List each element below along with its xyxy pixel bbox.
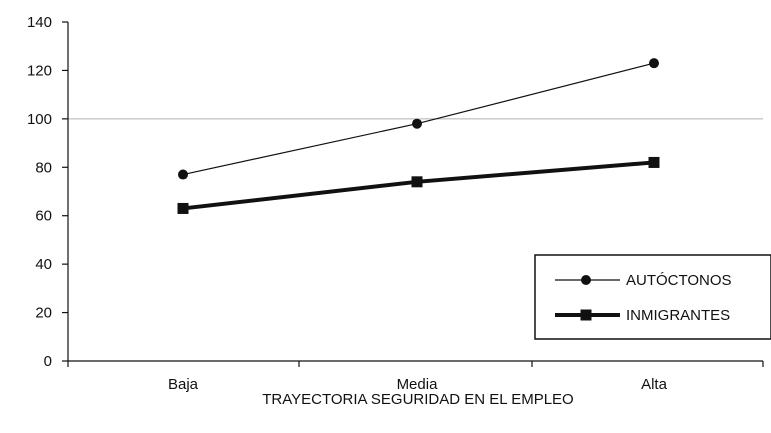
y-tick-label: 140 bbox=[27, 14, 52, 31]
legend-box bbox=[534, 254, 771, 340]
x-tick-label: Media bbox=[397, 376, 439, 393]
axes: 0 20 40 60 80 100 120 140 Baja Media Alta bbox=[27, 14, 764, 393]
legend: AUTÓCTONOS INMIGRANTES bbox=[534, 254, 771, 340]
y-tick-label: 0 bbox=[44, 353, 52, 370]
data-point-square bbox=[411, 176, 423, 188]
x-axis-title: TRAYECTORIA SEGURIDAD EN EL EMPLEO bbox=[262, 391, 573, 408]
y-tick-label: 120 bbox=[27, 62, 52, 79]
y-tick-label: 40 bbox=[35, 256, 52, 273]
y-tick-label: 80 bbox=[35, 159, 52, 176]
series-layer bbox=[177, 58, 660, 214]
data-point-square bbox=[177, 202, 189, 214]
y-tick-label: 100 bbox=[27, 111, 52, 128]
y-tick-label: 60 bbox=[35, 208, 52, 225]
legend-marker-square bbox=[580, 309, 592, 321]
x-tick-label: Baja bbox=[168, 376, 199, 393]
legend-label: AUTÓCTONOS bbox=[626, 272, 732, 289]
legend-marker-circle bbox=[581, 275, 591, 285]
data-point-square bbox=[648, 156, 660, 168]
data-point-circle bbox=[649, 58, 659, 69]
data-point-circle bbox=[178, 169, 188, 180]
x-tick-label: Alta bbox=[641, 376, 668, 393]
legend-label: INMIGRANTES bbox=[626, 307, 730, 324]
y-tick-label: 20 bbox=[35, 305, 52, 322]
data-point-circle bbox=[412, 118, 422, 129]
